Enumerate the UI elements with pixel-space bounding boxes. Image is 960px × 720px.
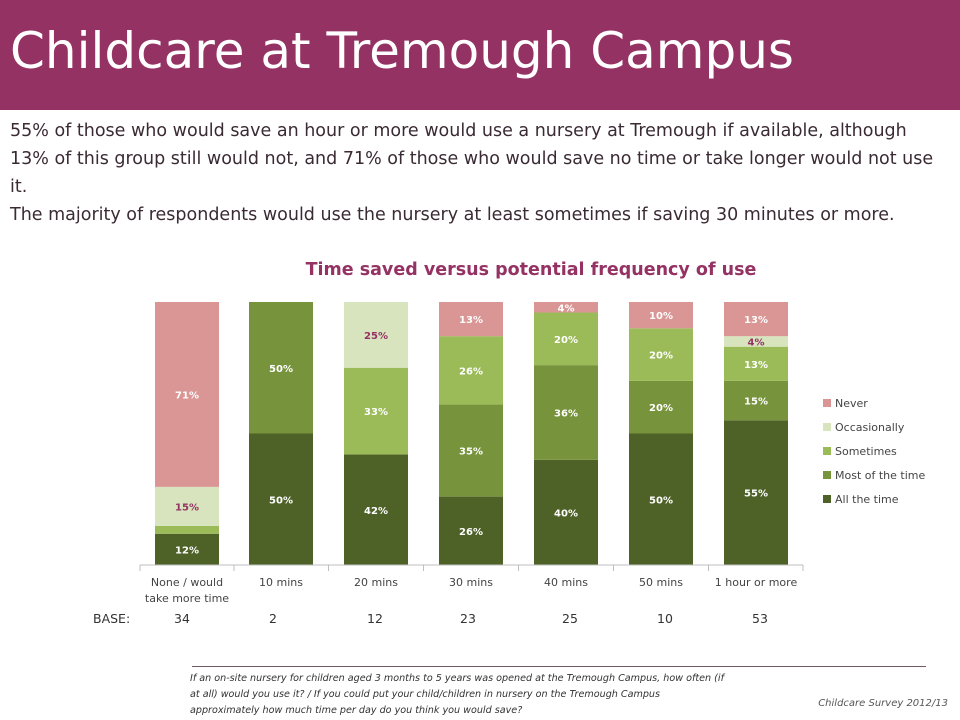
x-tick-label: None / would (151, 576, 223, 589)
legend-label: All the time (835, 493, 899, 506)
legend-swatch (823, 399, 831, 407)
bar-segment (724, 420, 788, 565)
bar-segment (249, 433, 313, 565)
data-label: 15% (175, 502, 199, 513)
bar-segment (155, 302, 219, 487)
bar-segment (439, 496, 503, 565)
base-value: 23 (460, 611, 476, 626)
legend-swatch (823, 471, 831, 479)
data-label: 42% (364, 506, 388, 517)
bar-segment (155, 486, 219, 526)
bar-segment (155, 533, 219, 565)
data-label: 33% (364, 407, 388, 418)
footnote: If an on-site nursery for children aged … (190, 671, 810, 719)
intro-paragraph-2: The majority of respondents would use th… (10, 205, 895, 225)
x-tick-label: 10 mins (259, 576, 303, 589)
legend-swatch (823, 495, 831, 503)
data-label: 40% (554, 508, 578, 519)
base-value: 2 (269, 611, 277, 626)
source-label: Childcare Survey 2012/13 (818, 698, 948, 709)
data-label: 13% (744, 315, 768, 326)
data-label: 50% (269, 364, 293, 375)
bar-segment (724, 346, 788, 381)
page-title: Childcare at Tremough Campus (10, 22, 794, 80)
bar-segment (534, 312, 598, 366)
bar-segment (249, 302, 313, 434)
data-label: 4% (748, 337, 765, 348)
x-tick-label: 20 mins (354, 576, 398, 589)
x-tick-label: take more time (145, 592, 229, 605)
legend-label: Never (835, 397, 868, 410)
data-label: 25% (364, 331, 388, 342)
footnote-line: approximately how much time per day do y… (190, 705, 523, 716)
bar-segment (534, 365, 598, 460)
data-label: 13% (744, 360, 768, 371)
base-label: BASE: (93, 611, 131, 626)
base-value: 25 (562, 611, 578, 626)
bar-segment (629, 302, 693, 329)
data-label: 36% (554, 408, 578, 419)
data-label: 26% (459, 527, 483, 538)
data-label: 35% (459, 447, 483, 458)
x-tick-label: 50 mins (639, 576, 683, 589)
bar-segment (629, 380, 693, 434)
legend-label: Most of the time (835, 469, 925, 482)
data-label: 4% (558, 303, 575, 314)
base-value: 12 (367, 611, 383, 626)
data-label: 50% (269, 495, 293, 506)
bar-segment (344, 367, 408, 455)
base-value: 34 (174, 611, 190, 626)
bar-segment (724, 380, 788, 421)
data-label: 13% (459, 315, 483, 326)
data-label: 10% (649, 311, 673, 322)
base-value: 10 (657, 611, 673, 626)
bar-segment (344, 302, 408, 368)
intro-paragraph-1: 55% of those who would save an hour or m… (10, 121, 934, 197)
bar-segment (629, 328, 693, 381)
data-label: 15% (744, 397, 768, 408)
intro-text: 55% of those who would save an hour or m… (10, 117, 950, 229)
bar-segment (344, 454, 408, 565)
data-label: 20% (649, 403, 673, 414)
legend-label: Sometimes (835, 445, 897, 458)
bar-segment (724, 336, 788, 347)
x-tick-label: 1 hour or more (715, 576, 798, 589)
base-value: 53 (752, 611, 768, 626)
legend-swatch (823, 447, 831, 455)
title-banner: Childcare at Tremough Campus (0, 0, 960, 110)
data-label: 71% (175, 390, 199, 401)
x-tick-label: 40 mins (544, 576, 588, 589)
legend-swatch (823, 423, 831, 431)
data-label: 20% (554, 335, 578, 346)
bar-segment (439, 302, 503, 337)
data-label: 50% (649, 495, 673, 506)
x-tick-label: 30 mins (449, 576, 493, 589)
chart-title: Time saved versus potential frequency of… (305, 260, 757, 280)
base-row: BASE: 34 2 12 23 25 10 53 (0, 611, 960, 631)
data-label: 20% (649, 351, 673, 362)
bar-segment (439, 336, 503, 405)
legend-label: Occasionally (835, 421, 905, 434)
footnote-divider (192, 666, 926, 667)
stacked-bar-chart: 12% 15% 71% 50% 50% 42% 33% 25% 26% 35% 26% 13% 40% 3… (139, 302, 925, 605)
data-label: 12% (175, 545, 199, 556)
bar-segment (439, 404, 503, 497)
bar-segment (534, 459, 598, 565)
footnote-line: at all) would you use it? / If you could… (190, 689, 661, 700)
bar-segment (629, 433, 693, 565)
bar-segment (155, 525, 219, 534)
data-label: 55% (744, 489, 768, 500)
footnote-line: If an on-site nursery for children aged … (190, 673, 724, 684)
bar-segment (724, 302, 788, 337)
bar-segment (534, 302, 598, 313)
data-label: 26% (459, 366, 483, 377)
